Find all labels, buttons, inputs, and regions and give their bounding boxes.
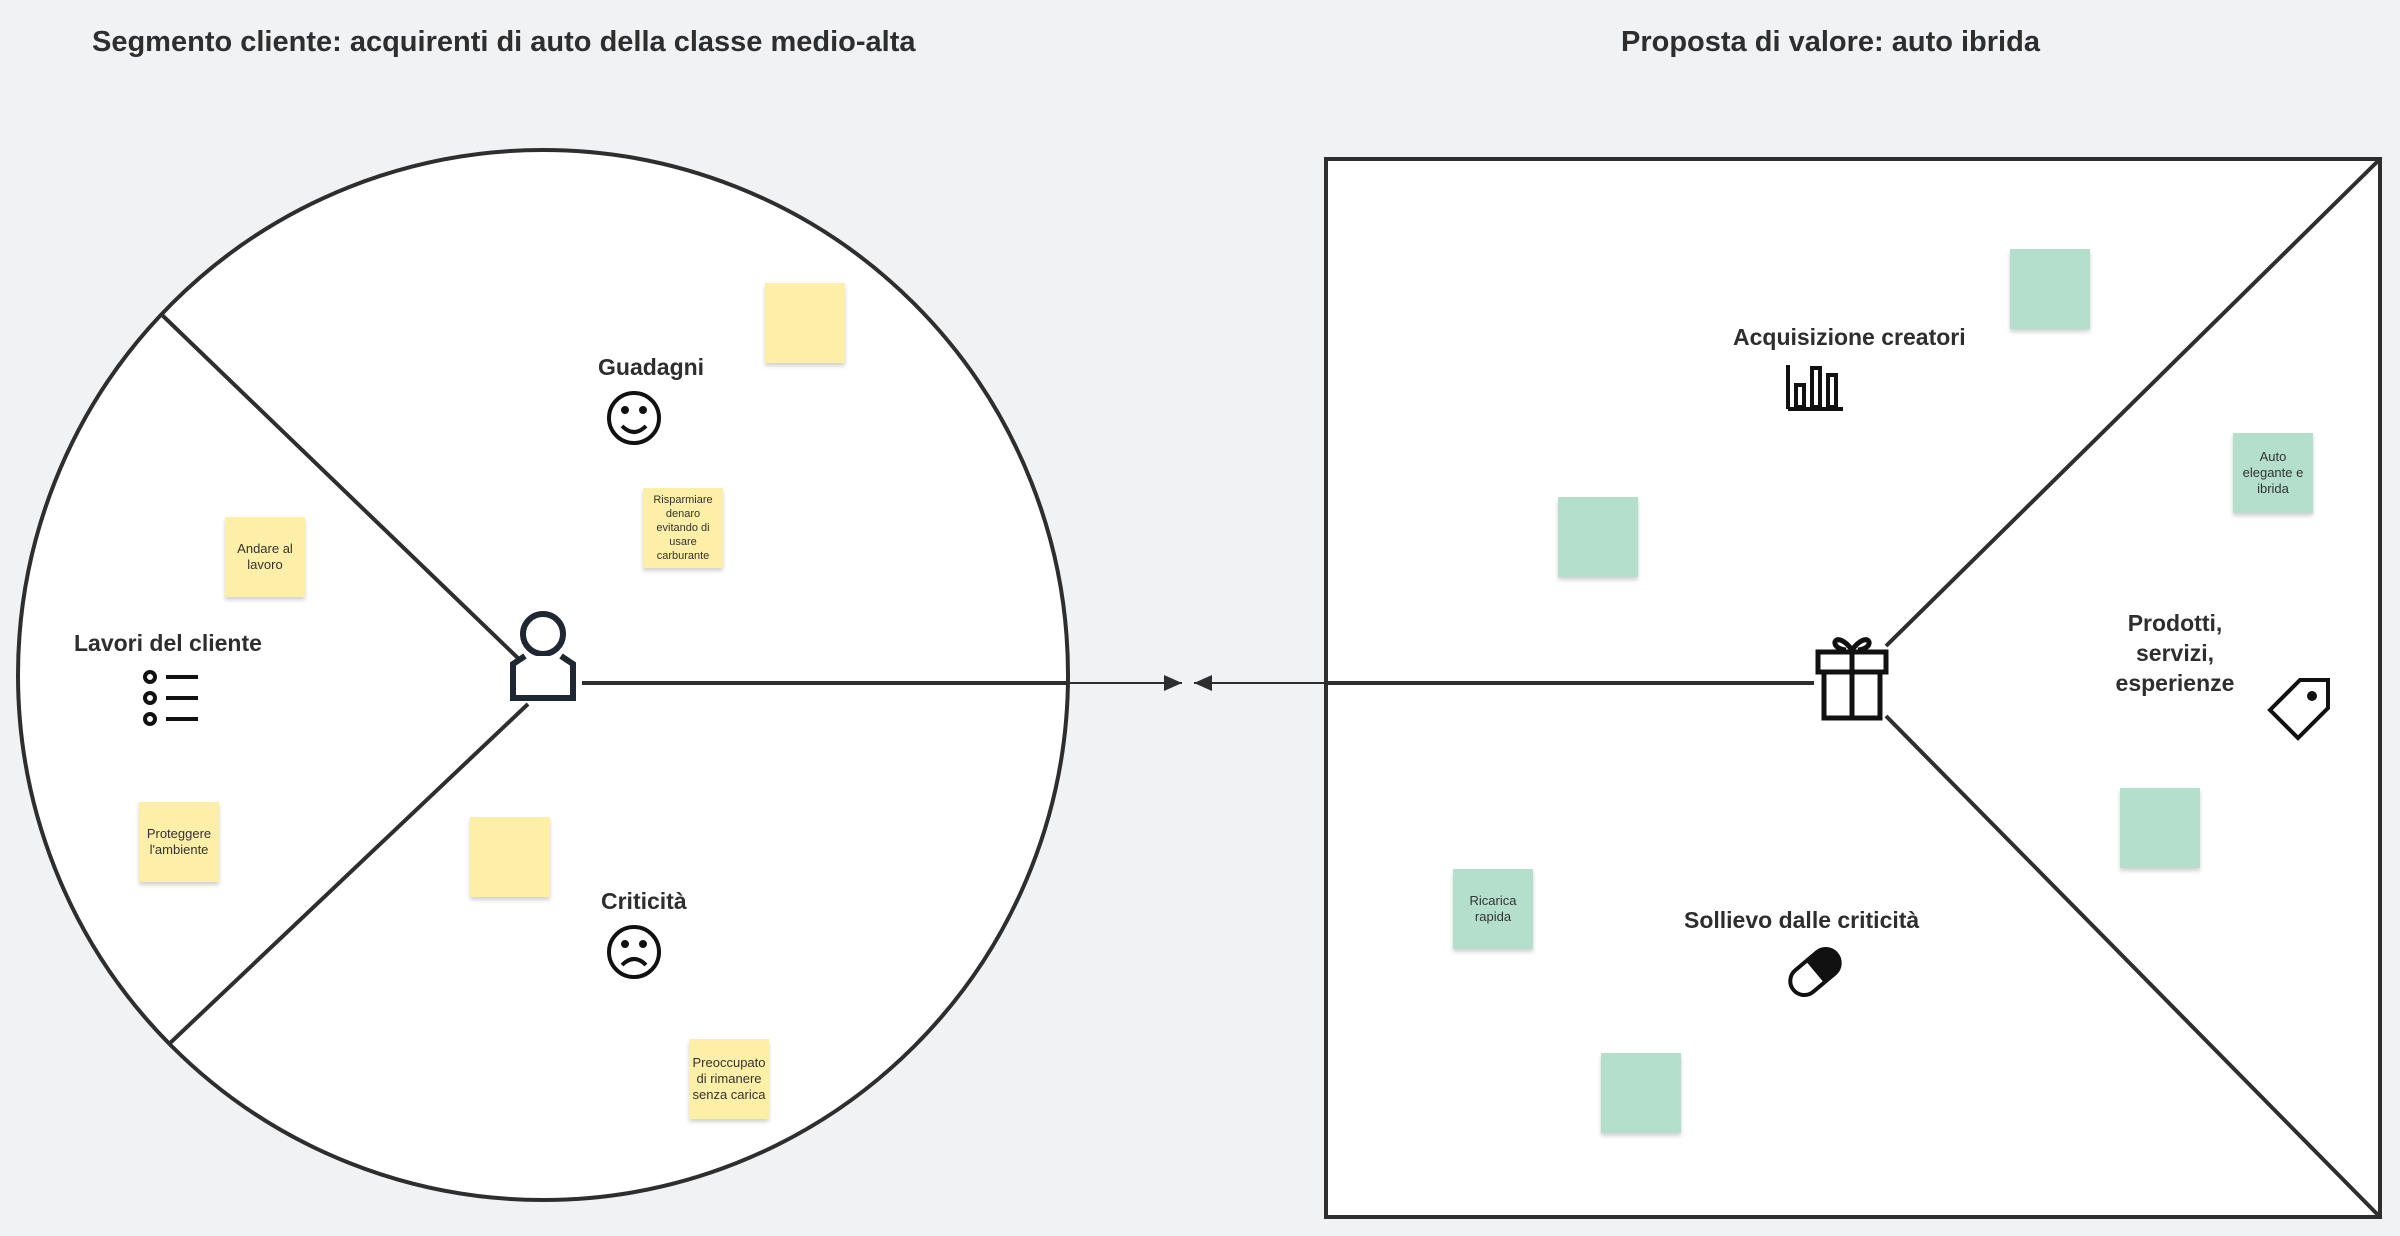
sticky-note[interactable]: Risparmiare denaro evitando di usare car… xyxy=(643,488,723,568)
sticky-note[interactable] xyxy=(1558,497,1638,577)
divider-line xyxy=(1884,157,2382,648)
sticky-note[interactable] xyxy=(2120,788,2200,868)
value-proposition-title: Proposta di valore: auto ibrida xyxy=(1621,26,2040,58)
sticky-note[interactable]: Proteggere l'ambiente xyxy=(139,802,219,882)
divider-line xyxy=(166,702,530,1047)
products-services-label: Prodotti, servizi, esperienze xyxy=(2115,610,2235,696)
gift-icon xyxy=(1815,637,1889,721)
sticky-note[interactable] xyxy=(470,817,550,897)
jobs-label: Lavori del cliente xyxy=(74,630,262,656)
sticky-note[interactable] xyxy=(765,283,845,363)
customer-segment-title: Segmento cliente: acquirenti di auto del… xyxy=(92,26,916,58)
frown-icon xyxy=(607,925,661,979)
sticky-note[interactable]: Ricarica rapida xyxy=(1453,869,1533,949)
list-icon xyxy=(143,670,198,726)
user-icon xyxy=(510,611,576,701)
gains-label: Guadagni xyxy=(598,354,705,380)
pains-label: Criticità xyxy=(601,888,687,914)
divider-line xyxy=(1884,714,2382,1219)
sticky-note[interactable]: Preoccupato di rimanere senza carica xyxy=(689,1039,769,1119)
smiley-icon xyxy=(607,391,661,445)
sticky-note[interactable]: Auto elegante e ibrida xyxy=(2233,433,2313,513)
bar-chart-icon xyxy=(1786,365,1843,411)
sticky-note[interactable] xyxy=(2010,249,2090,329)
pain-relievers-label: Sollievo dalle criticità xyxy=(1684,907,1920,933)
pill-icon xyxy=(1788,947,1842,997)
gain-creators-label: Acquisizione creatori xyxy=(1733,324,1966,350)
tag-icon xyxy=(2267,678,2330,741)
sticky-note[interactable] xyxy=(1601,1053,1681,1133)
divider-line xyxy=(159,312,524,664)
sticky-note[interactable]: Andare al lavoro xyxy=(225,517,305,597)
